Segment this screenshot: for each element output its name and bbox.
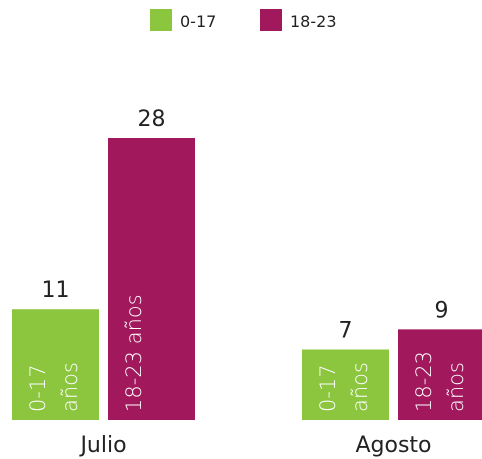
bar [12,309,99,420]
bar [302,349,389,420]
legend-swatch [260,9,282,31]
bar-inner-label: 18-23 años [122,294,146,412]
value-label: 11 [42,278,70,303]
x-tick-label: Agosto [355,433,431,458]
bar-inner-label: 0-17 años [26,362,82,412]
value-label: 9 [435,298,449,323]
bar [108,138,195,420]
bar-inner-label: 18-23 años [412,350,468,412]
legend-label: 0-17 [180,12,216,31]
legend-label: 18-23 [290,12,337,31]
bar [398,329,482,420]
value-label: 28 [138,107,166,132]
x-tick-label: Julio [78,433,126,458]
bar-inner-label: 0-17 años [316,362,372,412]
value-label: 7 [339,319,353,344]
legend-swatch [150,9,172,31]
